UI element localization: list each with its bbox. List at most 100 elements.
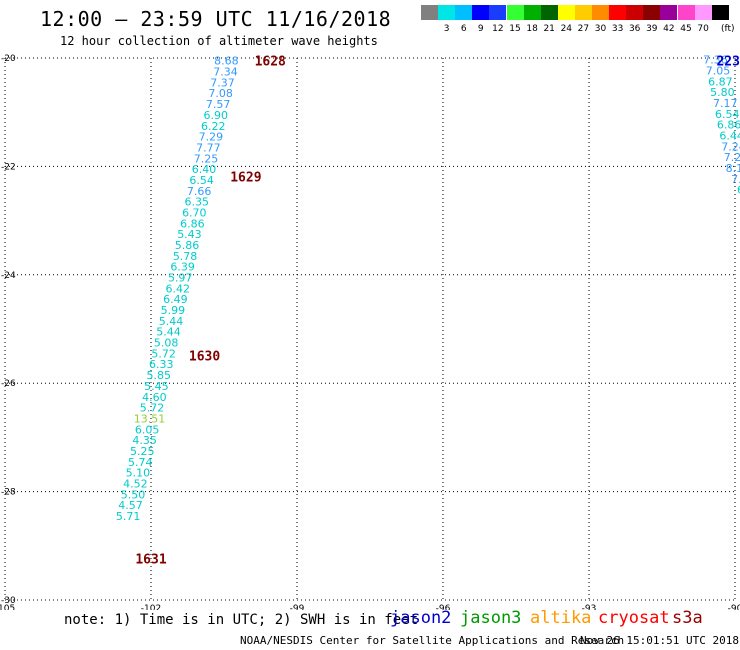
legend-swatch	[694, 5, 712, 20]
legend-swatch	[489, 5, 507, 20]
legend-swatch-label: 18	[526, 24, 538, 34]
wave-height-reading: 5.08	[154, 337, 179, 350]
wave-height-reading: 8.13	[726, 162, 740, 175]
track-time-label: 1631	[135, 552, 166, 567]
wave-height-reading: 6.35	[184, 196, 209, 209]
legend-swatch-label: 39	[646, 24, 658, 34]
wave-height-reading: 7.36	[703, 54, 728, 67]
wave-height-reading: 6.40	[192, 163, 217, 176]
legend-swatch-label: 70	[697, 24, 709, 34]
legend-swatch	[643, 5, 661, 20]
wave-height-reading: 4.57	[118, 499, 143, 512]
wave-height-reading: 5.72	[151, 347, 176, 360]
wave-height-reading: 4.35	[132, 434, 157, 447]
legend-swatch-label: 45	[680, 24, 692, 34]
wave-height-reading: 8.68	[214, 55, 239, 68]
satellite-name-s3a: s3a	[672, 608, 703, 628]
wave-height-reading: 7.25	[724, 151, 740, 164]
wave-height-reading: 6.90	[203, 109, 228, 122]
wave-height-map: -105 -102 -99 -96 -93 -90 -20 -22 -24 -26 -28 -30 8…	[0, 54, 740, 610]
legend-swatch	[523, 5, 541, 20]
legend-swatch	[438, 5, 456, 20]
track-time-labels: 1628 1629 1630 1631 223	[135, 55, 740, 568]
map-subtitle: 12 hour collection of altimeter wave hei…	[60, 34, 378, 48]
latitude-tick-label: -22	[1, 162, 16, 172]
wave-height-reading: 6.70	[182, 206, 207, 219]
legend-swatch	[455, 5, 473, 20]
legend-swatch	[592, 5, 609, 20]
latitude-tick-label: -20	[1, 54, 16, 64]
wave-height-reading: 7.37	[210, 76, 235, 89]
legend-swatch	[677, 5, 695, 20]
wave-height-reading: 5.97	[168, 272, 193, 285]
graticule	[4, 57, 736, 601]
legend-swatch-label: 6	[460, 24, 467, 34]
wave-height-reading: 7.24	[721, 140, 740, 153]
wave-height-reading: 5.25	[130, 445, 155, 458]
wave-height-reading: 6.54	[189, 174, 214, 187]
footer-note: note: 1) Time is in UTC; 2) SWH is in fe…	[64, 612, 419, 628]
wave-height-reading: 5.45	[144, 380, 169, 393]
longitude-tick-label: -93	[582, 604, 597, 610]
wave-height-reading: 6.42	[166, 282, 191, 295]
wave-height-reading: 7.25	[194, 152, 219, 165]
wave-height-reading: 7.34	[213, 66, 238, 79]
legend-swatch	[506, 5, 524, 20]
wave-height-reading: 7.77	[196, 141, 221, 154]
wave-height-reading: 6.44	[719, 130, 740, 143]
wave-height-reading: 6.22	[201, 120, 226, 133]
wave-height-reading: 7.1	[731, 173, 740, 186]
wave-height-reading: 5.74	[128, 456, 153, 469]
wave-height-reading: 4.52	[123, 477, 148, 490]
wave-height-reading: 5.43	[177, 228, 202, 241]
longitude-tick-label: -90	[728, 604, 740, 610]
longitude-tick-label: -99	[290, 604, 305, 610]
legend-swatch-label: 30	[594, 24, 607, 34]
latitude-tick-label: -28	[1, 488, 16, 498]
track-time-label: 1628	[255, 55, 286, 70]
legend-swatch-label: 36	[628, 24, 641, 34]
legend-swatch-label: 12	[492, 24, 504, 34]
legend-swatch	[660, 5, 678, 20]
legend-swatch	[557, 5, 575, 20]
legend-swatch-label: 9	[477, 24, 484, 34]
track-time-label: 223	[716, 55, 739, 70]
legend-swatch-label: 42	[663, 24, 675, 34]
axis-tick-labels: -105 -102 -99 -96 -93 -90 -20 -22 -24 -26 -28 -30	[0, 54, 740, 610]
wave-height-reading: 6.54	[715, 108, 740, 121]
satellite-tracks: 8.687.347.377.087.576.906.227.297.777.25…	[116, 54, 740, 523]
wave-height-reading: 6.39	[170, 261, 195, 274]
wave-height-reading: 5.10	[126, 467, 151, 480]
track-time-label: 1630	[189, 350, 220, 365]
wave-height-reading: 6.86	[180, 217, 205, 230]
wave-height-reading: 5.71	[116, 510, 141, 523]
longitude-tick-label: -105	[0, 604, 15, 610]
satellite-name-cryosat: cryosat	[598, 608, 670, 628]
map-title: 12:00 – 23:59 UTC 11/16/2018	[40, 7, 392, 31]
legend-swatch	[540, 5, 558, 20]
legend-swatch	[472, 5, 490, 20]
legend-swatch-label: 27	[577, 24, 590, 34]
wave-height-reading: 6.49	[163, 293, 188, 306]
wave-height-reading: 7.29	[199, 131, 224, 144]
wave-height-reading: 6.86	[717, 119, 740, 132]
legend-swatch	[626, 5, 644, 20]
latitude-tick-label: -24	[1, 271, 16, 281]
legend-unit: (ft)	[721, 24, 735, 34]
wave-height-reading: 5.85	[147, 369, 172, 382]
track-time-label: 1629	[230, 171, 261, 186]
legend-swatch	[609, 5, 627, 20]
wave-height-reading: 7.17	[713, 97, 738, 110]
legend-swatch-label: 15	[509, 24, 521, 34]
latitude-tick-label: -30	[1, 596, 16, 606]
legend-swatch-label: 24	[560, 24, 573, 34]
longitude-tick-label: -96	[436, 604, 451, 610]
wave-height-reading: 5.50	[121, 488, 146, 501]
footer-timestamp: Nov 26 15:01:51 UTC 2018	[580, 634, 739, 647]
legend-swatch-label: 21	[543, 24, 555, 34]
wave-height-reading: 5.86	[175, 239, 200, 252]
wave-height-reading: 7.57	[206, 98, 231, 111]
footer-credit: NOAA/NESDIS Center for Satellite Applica…	[240, 634, 625, 647]
latitude-tick-label: -26	[1, 379, 16, 389]
wave-height-reading: 6.33	[149, 358, 174, 371]
